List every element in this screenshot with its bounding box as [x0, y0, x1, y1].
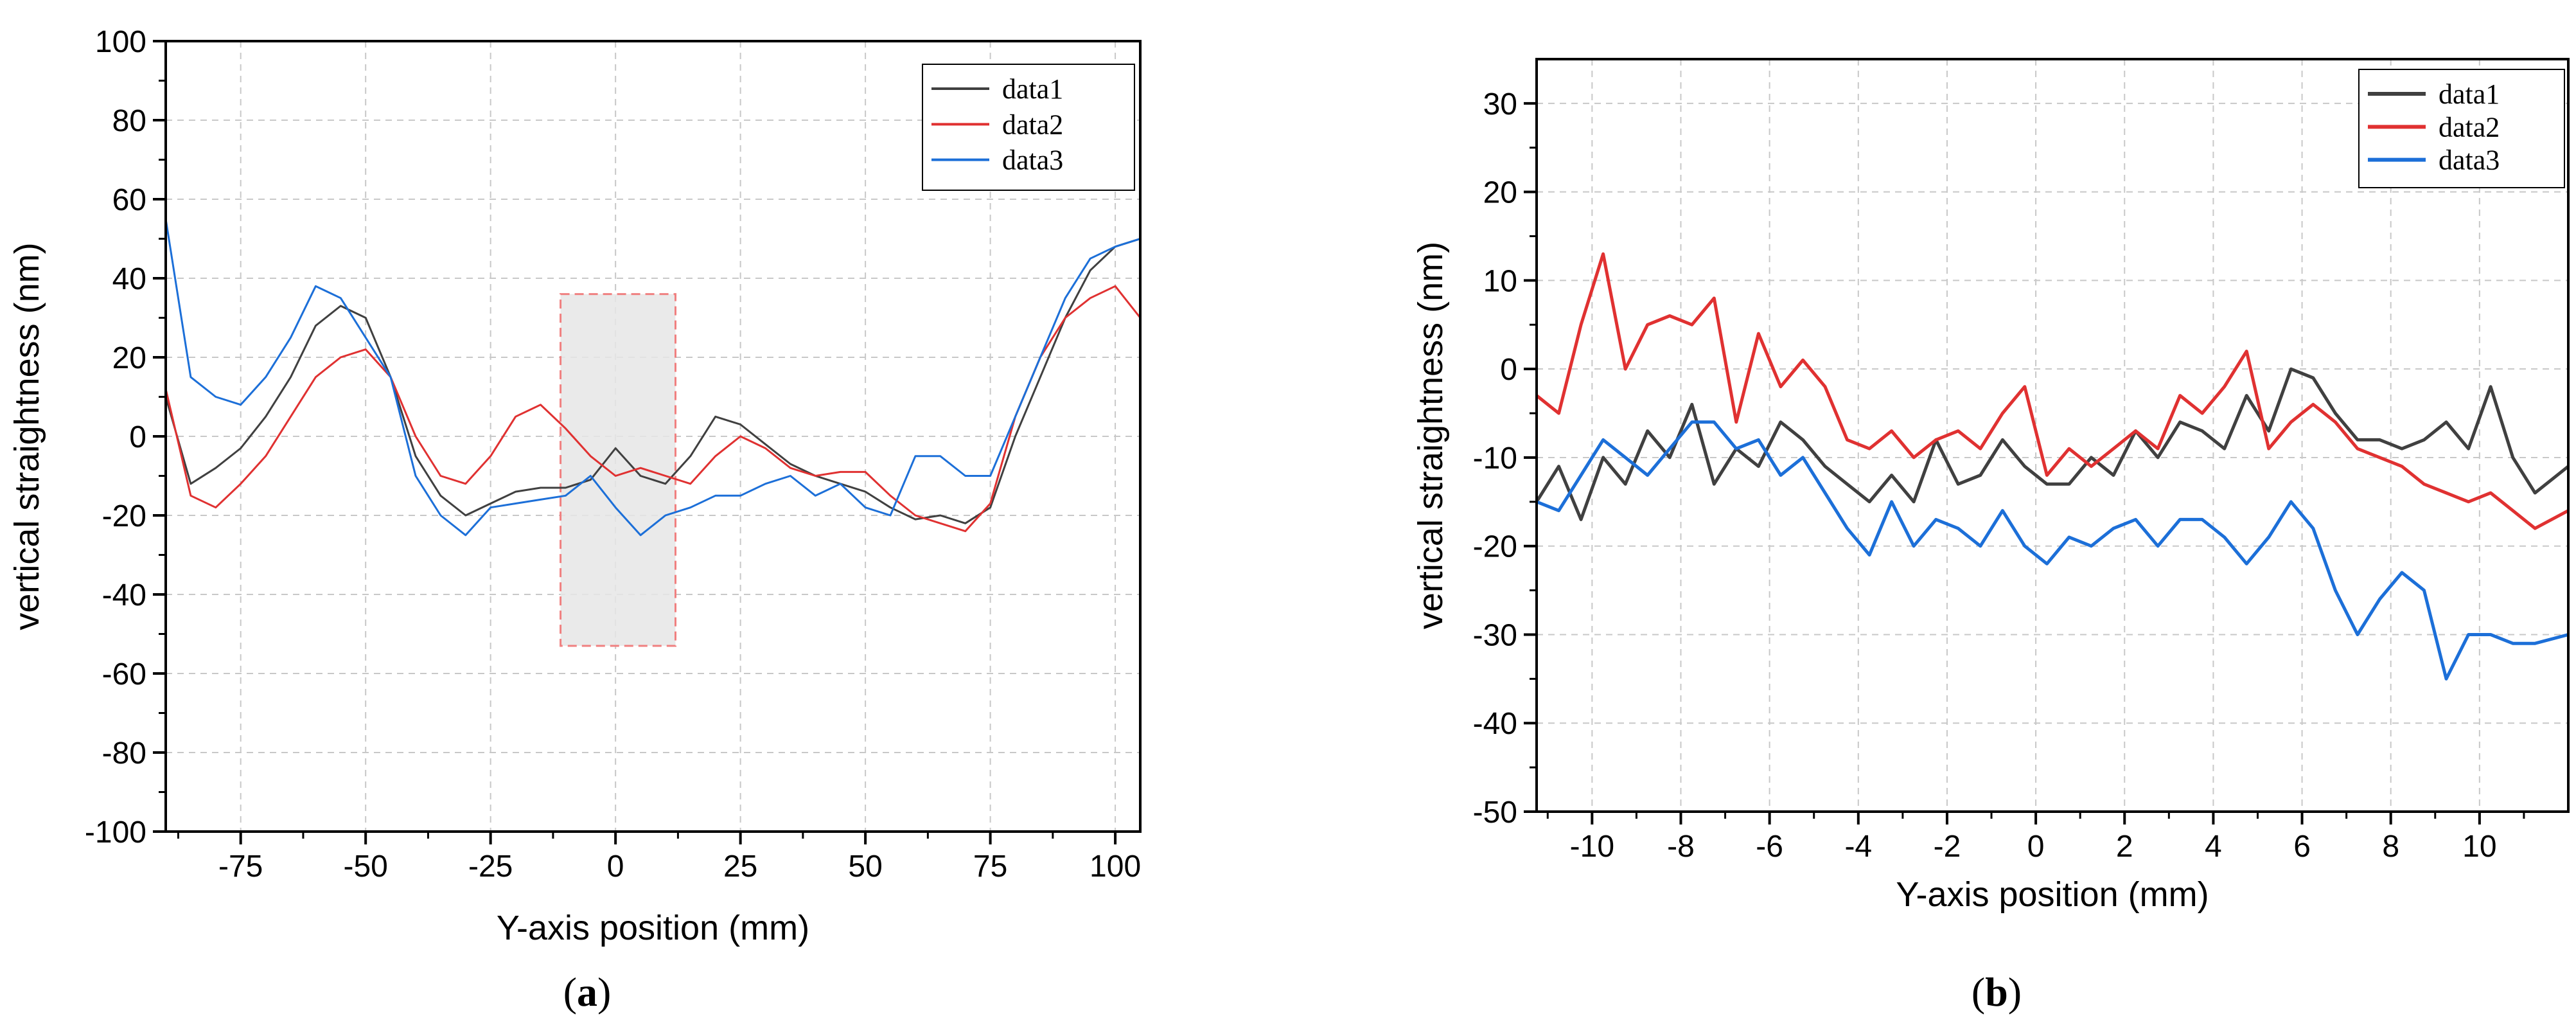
y-tick-label: -40	[1473, 707, 1517, 741]
x-tick-label: -2	[1934, 830, 1961, 864]
series-group-a	[166, 218, 1140, 537]
y-tick-label: 100	[95, 25, 146, 59]
y-tick-label: -10	[1473, 441, 1517, 476]
y-tick-label: 0	[129, 420, 146, 454]
y-tick-label: -20	[102, 499, 146, 533]
y-tick-label: 80	[112, 104, 146, 138]
x-tick-label: -25	[468, 850, 513, 884]
chart-panel-b: -10 -8 -6 -4 -2 0 2 4 6 8 10-50-40-30-20-100102030…	[1411, 58, 2570, 914]
series-group-b	[1537, 252, 2568, 681]
series-line-data1	[1537, 367, 2568, 521]
legend-box	[922, 64, 1135, 191]
y-tick-label: 30	[1483, 87, 1517, 121]
caption-a: (a)	[563, 969, 612, 1015]
legend-label-data3: data3	[1002, 145, 1063, 176]
x-tick-label: 2	[2116, 830, 2133, 864]
y-tick-label: -60	[102, 657, 146, 691]
x-tick-label: 25	[723, 850, 757, 884]
x-tick-label: 6	[2293, 830, 2311, 864]
caption-b: (b)	[1972, 969, 2022, 1015]
x-axis-label: Y-axis position (mm)	[1896, 875, 2209, 914]
x-tick-label: 10	[2462, 830, 2496, 864]
series-line-data2	[1537, 252, 2568, 530]
y-tick-label: -50	[1473, 796, 1517, 830]
legend-label-data1: data1	[1002, 73, 1063, 105]
y-tick-label: 20	[1483, 176, 1517, 210]
x-tick-label: -4	[1844, 830, 1872, 864]
x-tick-label: -6	[1756, 830, 1783, 864]
caption-b-letter: b	[1985, 969, 2008, 1015]
x-tick-label: -75	[218, 850, 263, 884]
caption-a-letter: a	[577, 969, 597, 1015]
y-tick-label: 40	[112, 262, 146, 296]
x-tick-label: 100	[1090, 850, 1141, 884]
legend-label-data2: data2	[2439, 111, 2500, 143]
x-tick-label: -10	[1570, 830, 1614, 864]
x-tick-label: -8	[1667, 830, 1695, 864]
grid-b	[1537, 59, 2568, 812]
x-axis-label: Y-axis position (mm)	[497, 909, 809, 947]
x-tick-label: 0	[607, 850, 624, 884]
series-line-data3	[1537, 420, 2568, 681]
x-tick-label: 75	[973, 850, 1007, 884]
y-tick-label: 10	[1483, 264, 1517, 298]
legend-label-data2: data2	[1002, 109, 1063, 140]
series-line-data3	[166, 218, 1140, 537]
y-axis-label: vertical straightness (nm)	[8, 242, 46, 630]
x-tick-label: 50	[848, 850, 882, 884]
plot-frame	[1535, 58, 2570, 813]
chart-panel-a: -75 -50 -25 0 25 50 75 100 -100 -80 -60 -40 -20 0 20 40…	[8, 25, 1142, 947]
y-axis-label: vertical straightness (nm)	[1411, 242, 1450, 629]
highlight-region	[560, 293, 677, 647]
y-tick-label: 20	[112, 341, 146, 375]
y-tick-label: -30	[1473, 618, 1517, 652]
x-tick-label: -50	[343, 850, 387, 884]
y-tick-label: 60	[112, 183, 146, 217]
y-tick-label: -100	[85, 816, 146, 850]
series-line-data2	[166, 285, 1140, 533]
legend-label-data3: data3	[2439, 145, 2500, 176]
grid-a	[166, 41, 1140, 832]
y-tick-label: -20	[1473, 530, 1517, 564]
x-tick-label: 4	[2205, 830, 2222, 864]
legend-a: data1 data2 data3	[922, 64, 1135, 191]
y-tick-label: -80	[102, 736, 146, 771]
series-line-data1	[166, 238, 1140, 524]
legend-label-data1: data1	[2439, 78, 2500, 110]
x-tick-label: 0	[2027, 830, 2045, 864]
y-tick-label: 0	[1500, 353, 1517, 387]
x-tick-label: 8	[2382, 830, 2399, 864]
y-tick-label: -40	[102, 578, 146, 612]
